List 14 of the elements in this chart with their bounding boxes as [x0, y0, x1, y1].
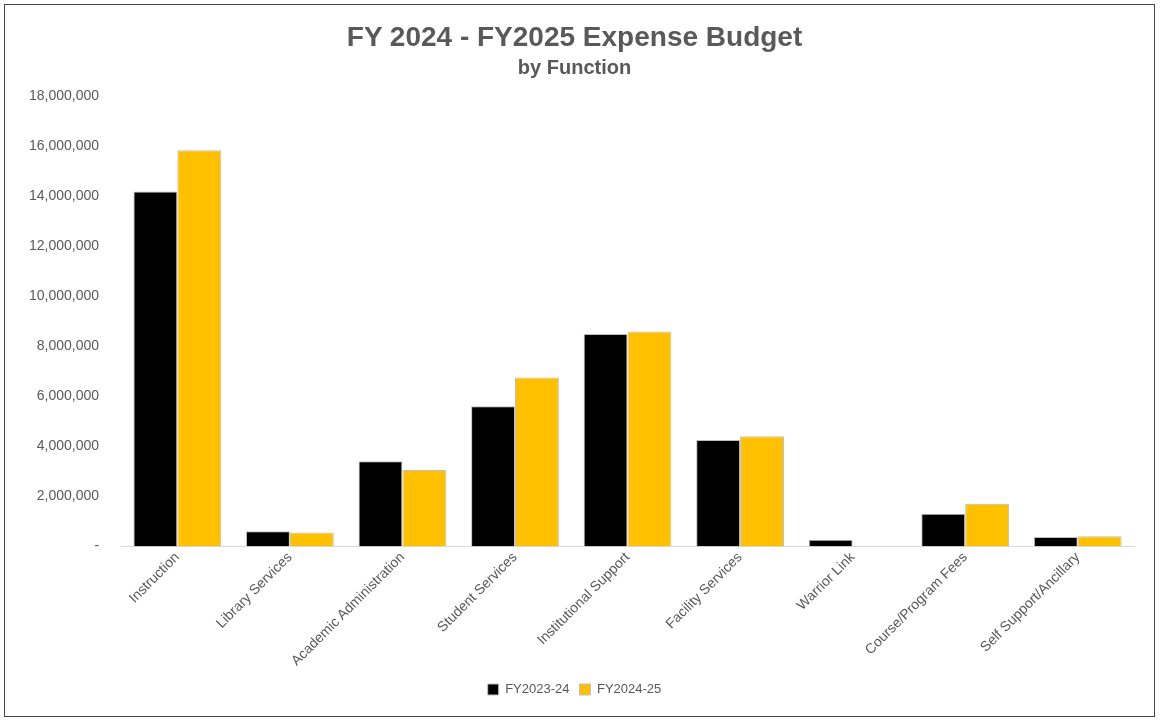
y-tick-label: 10,000,000 — [28, 287, 100, 304]
y-tick-label: 18,000,000 — [28, 87, 100, 104]
chart-title: FY 2024 - FY2025 Expense Budget — [346, 20, 803, 52]
legend-label: FY2023-24 — [505, 681, 570, 697]
y-tick-label: - — [94, 537, 100, 554]
y-tick-label: 14,000,000 — [28, 187, 100, 204]
chart-subtitle: by Function — [517, 56, 632, 79]
y-tick-label: 8,000,000 — [36, 337, 100, 354]
y-tick-label: 4,000,000 — [36, 437, 100, 454]
y-tick-label: 2,000,000 — [36, 487, 100, 504]
y-tick-label: 16,000,000 — [28, 137, 100, 154]
legend-label: FY2024-25 — [597, 681, 662, 697]
y-tick-label: 6,000,000 — [36, 387, 100, 404]
y-tick-label: 12,000,000 — [28, 237, 100, 254]
